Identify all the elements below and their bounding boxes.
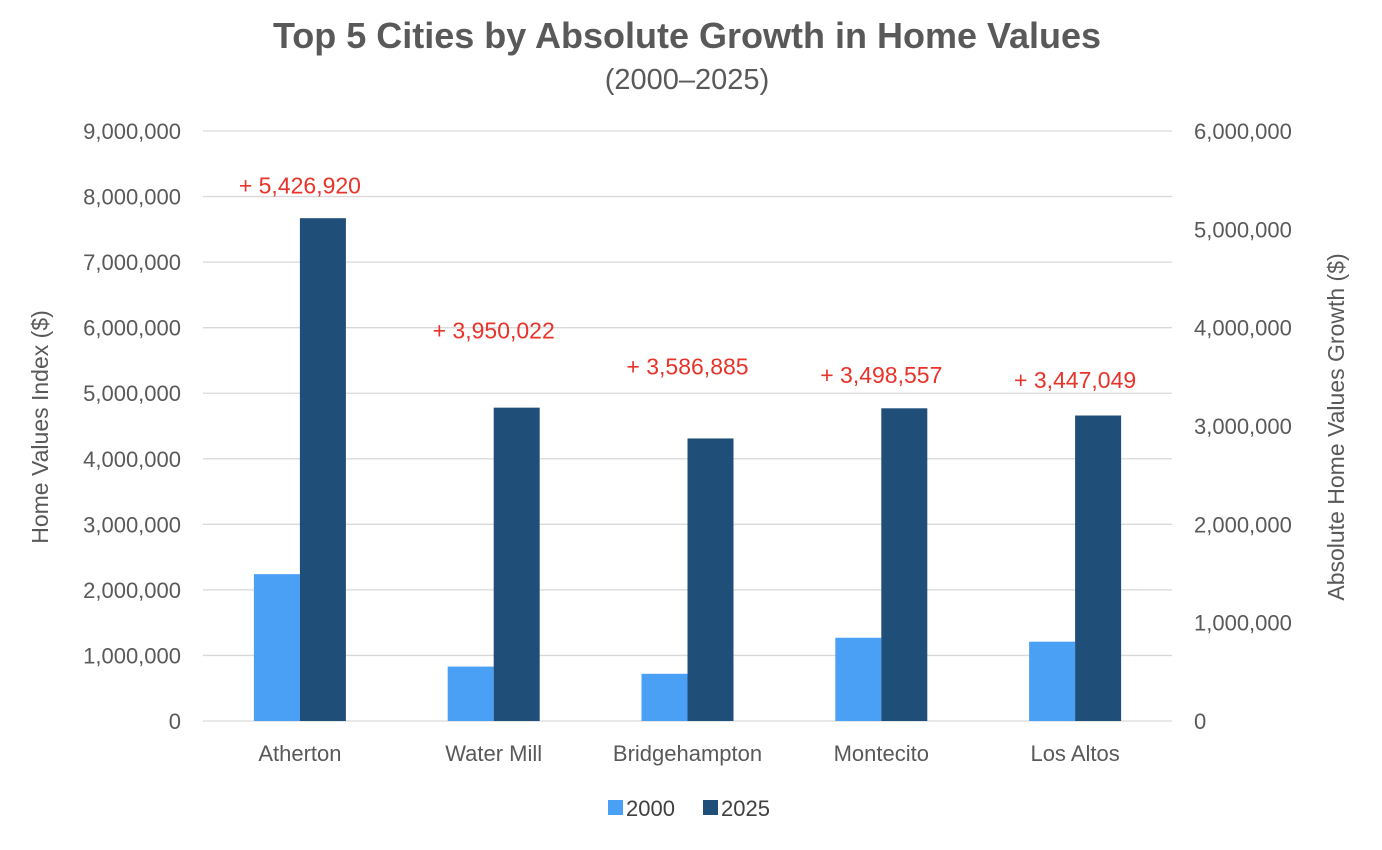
x-tick-label: Bridgehampton — [613, 741, 762, 766]
y-axis-ticks: 9,000,000 8,000,000 7,000,000 6,000,000 5,00… — [83, 119, 181, 734]
y-tick-label: 3,000,000 — [83, 512, 181, 537]
y-axis-title: Home Values Index ($) — [27, 310, 53, 544]
y-tick-label: 1,000,000 — [83, 643, 181, 668]
x-tick-label: Los Altos — [1030, 741, 1119, 766]
growth-labels: + 5,426,920 + 3,950,022 + 3,586,885 + 3,498… — [239, 172, 1136, 393]
legend-label-2000: 2000 — [626, 796, 675, 821]
growth-label: + 5,426,920 — [239, 172, 361, 198]
bar-2000-montecito — [835, 637, 882, 721]
y-tick-label: 6,000,000 — [83, 316, 181, 341]
growth-label: + 3,447,049 — [1014, 367, 1136, 393]
legend-swatch-2000 — [608, 800, 623, 815]
growth-label: + 3,950,022 — [433, 318, 555, 344]
bar-2025-los-altos — [1075, 415, 1122, 721]
y-tick-label: 2,000,000 — [83, 578, 181, 603]
y-tick-label: 9,000,000 — [83, 119, 181, 144]
bars — [253, 218, 1122, 721]
bar-2000-los-altos — [1029, 641, 1076, 721]
chart-title: Top 5 Cities by Absolute Growth in Home … — [273, 15, 1101, 56]
y2-axis-title: Absolute Home Values Growth ($) — [1323, 253, 1349, 600]
growth-label: + 3,498,557 — [820, 362, 942, 388]
legend-label-2025: 2025 — [721, 796, 770, 821]
category-labels: Atherton Water Mill Bridgehampton Montecito… — [258, 741, 1119, 766]
y2-tick-label: 3,000,000 — [1194, 414, 1292, 439]
y-tick-label: 4,000,000 — [83, 447, 181, 472]
growth-label: + 3,586,885 — [626, 353, 748, 379]
bar-2000-atherton — [253, 574, 300, 721]
bar-2000-bridgehampton — [641, 673, 688, 721]
chart-subtitle: (2000–2025) — [605, 64, 769, 96]
y-tick-label: 7,000,000 — [83, 250, 181, 275]
legend-swatch-2025 — [703, 800, 718, 815]
y2-axis-ticks: 6,000,000 5,000,000 4,000,000 3,000,000 2,00… — [1194, 119, 1292, 734]
x-tick-label: Atherton — [258, 741, 341, 766]
bar-2025-montecito — [881, 408, 928, 721]
legend: 2000 2025 — [608, 796, 770, 821]
y2-tick-label: 0 — [1194, 709, 1206, 734]
y2-tick-label: 2,000,000 — [1194, 512, 1292, 537]
y2-tick-label: 5,000,000 — [1194, 217, 1292, 242]
x-tick-label: Montecito — [834, 741, 929, 766]
bar-2025-water-mill — [493, 407, 540, 721]
y2-tick-label: 4,000,000 — [1194, 316, 1292, 341]
x-tick-label: Water Mill — [445, 741, 542, 766]
bar-2000-water-mill — [447, 666, 494, 721]
y-tick-label: 8,000,000 — [83, 185, 181, 210]
bar-2025-bridgehampton — [687, 438, 734, 721]
y2-tick-label: 6,000,000 — [1194, 119, 1292, 144]
y-tick-label: 5,000,000 — [83, 381, 181, 406]
y-tick-label: 0 — [169, 709, 181, 734]
y2-tick-label: 1,000,000 — [1194, 611, 1292, 636]
bar-2025-atherton — [299, 218, 346, 721]
